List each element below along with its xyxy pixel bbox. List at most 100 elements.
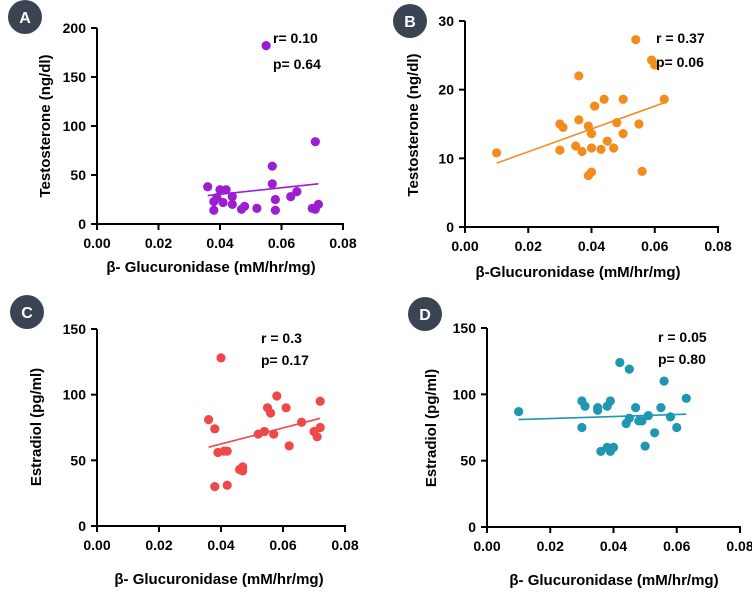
data-point [631,34,641,45]
y-tick-label: 50 [70,452,86,468]
data-point [261,41,271,51]
data-point [624,364,634,374]
data-point [292,187,302,197]
y-tick-label: 150 [63,321,87,337]
x-axis-title: β-Glucuronidase (mM/hr/mg) [476,264,681,281]
data-point [210,482,220,492]
data-point [209,196,219,207]
data-point [656,403,666,413]
x-axis-title: β- Glucuronidase (mM/hr/mg) [114,571,323,588]
data-point [310,137,320,147]
x-tick-label: 0.08 [329,235,356,251]
y-tick-label: 100 [63,387,87,403]
panel-letter: A [19,10,31,27]
data-point [222,480,232,490]
x-tick-label: 0.04 [578,238,605,254]
y-tick-label: 200 [63,20,87,36]
panel-badge [10,295,44,329]
y-axis-title: Estradiol (pg/ml) [28,368,45,486]
x-tick-label: 0.06 [268,235,295,251]
data-point [227,199,237,209]
panel-badge [408,297,442,331]
data-point [618,94,628,104]
panel-b: 0.00 0.02 0.04 0.06 0.08 0 10 20 30 β-Glucuronida… [393,4,732,281]
correlation-r: r = 0.37 [656,30,705,46]
data-point [637,166,647,176]
p-value: p= 0.80 [658,351,706,367]
data-point [492,148,502,158]
data-point [281,403,291,413]
data-point [615,357,625,368]
x-axis-title: β- Glucuronidase (mM/hr/mg) [106,259,315,276]
data-point [315,422,325,433]
y-tick-label: 0 [78,518,86,534]
data-point [236,204,247,214]
data-point [590,101,600,111]
data-point [599,94,609,104]
data-point [571,141,581,151]
data-point [270,194,280,205]
data-point [514,406,524,417]
data-point [315,396,325,406]
data-point [216,353,226,363]
data-point [583,121,593,131]
axes [481,327,741,533]
data-point [574,71,584,81]
data-point [577,146,587,157]
correlation-r: r = 0.3 [261,330,302,346]
correlation-r: r = 0.05 [658,329,707,345]
x-tick-label: 0.00 [473,538,500,554]
data-point [312,432,322,442]
x-tick-label: 0.06 [269,537,296,553]
x-tick-label: 0.02 [145,235,172,251]
data-point [586,129,597,139]
panel-letter: D [419,307,431,324]
panel-a: 0.00 0.02 0.04 0.06 0.08 0 50 100 150 200 β- Glucu… [8,0,357,276]
data-point [267,179,277,189]
data-point [259,426,269,437]
data-point [227,191,237,202]
panel-badge [393,4,427,38]
data-point [252,203,262,213]
regression-line [518,413,687,421]
data-point [266,408,276,418]
data-point [605,396,615,406]
data-point [643,410,653,421]
data-point [218,197,228,208]
data-point [221,185,231,195]
panel-c: 0.00 0.02 0.04 0.06 0.08 0 50 100 150 β- Glucuron… [10,295,359,588]
x-tick-label: 0.06 [641,238,668,254]
y-tick-label: 30 [438,13,454,29]
data-point [574,115,584,125]
data-point [558,122,568,133]
data-point [267,161,277,171]
data-point [640,441,650,451]
x-axis-title: β- Glucuronidase (mM/hr/mg) [509,572,718,589]
y-tick-label: 50 [70,167,86,183]
data-point [672,422,682,433]
data-point [681,393,691,403]
data-point [235,464,245,475]
y-tick-label: 100 [453,386,477,402]
y-axis-title: Testosterone (ng/dl) [37,54,54,197]
data-point [609,143,619,153]
data-point [586,143,597,153]
data-point [612,118,622,128]
p-value: p= 0.06 [656,54,704,70]
axes [459,20,719,233]
x-tick-label: 0.02 [537,538,564,554]
y-tick-label: 0 [78,216,86,232]
axes [91,27,344,230]
x-tick-label: 0.04 [206,235,233,251]
x-tick-label: 0.00 [451,238,478,254]
data-point [659,376,669,386]
x-tick-label: 0.06 [663,538,690,554]
data-point [310,204,320,214]
data-point [583,170,593,181]
panel-d: 0.00 0.02 0.04 0.06 0.08 0 50 100 150 β- Glucuron… [408,297,752,589]
data-point [269,429,279,439]
data-point [593,405,603,415]
x-tick-label: 0.04 [207,537,234,553]
x-tick-label: 0.02 [145,537,172,553]
data-point [650,60,660,70]
